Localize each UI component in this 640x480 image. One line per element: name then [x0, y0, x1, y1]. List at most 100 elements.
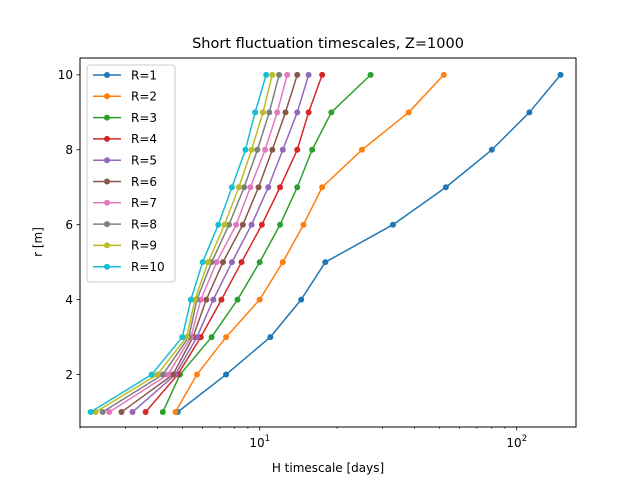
legend-entry: R=7 — [93, 196, 157, 210]
data-point — [305, 71, 312, 78]
legend-entry: R=6 — [93, 175, 157, 189]
data-point — [267, 334, 274, 341]
data-point — [228, 259, 235, 266]
x-tick-label: 102 — [506, 434, 527, 450]
series-line — [102, 74, 280, 413]
legend-entry: R=10 — [93, 260, 165, 274]
data-point — [220, 259, 227, 266]
data-point — [226, 221, 233, 228]
data-point — [255, 184, 262, 191]
legend-label: R=8 — [131, 217, 157, 231]
data-point — [208, 334, 215, 341]
y-tick-label: 4 — [65, 293, 73, 307]
data-point — [358, 146, 365, 153]
data-point — [442, 184, 449, 191]
data-point — [159, 409, 166, 416]
data-point — [440, 71, 447, 78]
series-line — [95, 74, 274, 413]
data-point — [233, 221, 240, 228]
legend-label: R=7 — [131, 196, 157, 210]
data-point — [242, 146, 249, 153]
data-point — [294, 71, 301, 78]
data-point — [248, 221, 255, 228]
data-point — [319, 71, 326, 78]
data-point — [241, 184, 248, 191]
data-point — [238, 259, 245, 266]
data-point — [284, 71, 291, 78]
data-point — [205, 259, 212, 266]
legend-marker — [104, 263, 110, 270]
data-point — [294, 184, 301, 191]
legend-marker — [104, 157, 110, 164]
data-point — [228, 184, 235, 191]
data-point — [142, 409, 149, 416]
data-point — [282, 109, 289, 116]
data-point — [221, 221, 228, 228]
data-point — [223, 334, 230, 341]
data-point — [526, 109, 533, 116]
legend-marker — [104, 178, 110, 185]
data-point — [488, 146, 495, 153]
legend-entry: R=9 — [93, 239, 157, 253]
y-tick-label: 10 — [58, 68, 73, 82]
legend-label: R=10 — [131, 260, 165, 274]
data-point — [405, 109, 412, 116]
legend-marker — [104, 114, 110, 121]
legend-entry: R=8 — [93, 217, 157, 231]
series-line — [90, 74, 267, 413]
legend-entry: R=1 — [93, 68, 157, 82]
legend-label: R=9 — [131, 239, 157, 253]
legend-label: R=5 — [131, 154, 157, 168]
data-point — [322, 259, 329, 266]
data-point — [259, 109, 266, 116]
data-point — [213, 259, 220, 266]
data-point — [269, 146, 276, 153]
series-line — [177, 74, 562, 413]
series-line — [108, 74, 288, 413]
data-point — [154, 371, 161, 378]
data-point — [252, 109, 259, 116]
series-line — [145, 74, 323, 413]
y-axis-label: r [m] — [31, 227, 45, 257]
plot-frame — [79, 57, 577, 428]
data-point — [199, 259, 206, 266]
data-point — [118, 409, 125, 416]
data-point — [279, 259, 286, 266]
data-point — [247, 184, 254, 191]
data-point — [319, 184, 326, 191]
legend-marker — [104, 221, 110, 228]
legend-label: R=6 — [131, 175, 157, 189]
data-point — [298, 296, 305, 303]
data-point — [210, 296, 217, 303]
data-point — [172, 409, 179, 416]
data-point — [235, 184, 242, 191]
y-tick-label: 8 — [65, 143, 73, 157]
series-layer — [87, 71, 564, 416]
series-line — [121, 74, 298, 413]
data-point — [294, 146, 301, 153]
data-point — [159, 371, 166, 378]
y-tick-label: 6 — [65, 218, 73, 232]
data-point — [277, 184, 284, 191]
data-point — [106, 409, 113, 416]
data-point — [187, 296, 194, 303]
data-point — [239, 221, 246, 228]
legend-label: R=3 — [131, 111, 157, 125]
data-point — [263, 71, 270, 78]
data-point — [129, 409, 136, 416]
data-point — [266, 109, 273, 116]
data-point — [215, 221, 222, 228]
data-point — [279, 146, 286, 153]
legend-label: R=1 — [131, 68, 157, 82]
data-point — [218, 296, 225, 303]
chart-title: Short fluctuation timescales, Z=1000 — [192, 36, 464, 52]
y-axis: 2 4 6 8 10 — [58, 68, 80, 382]
data-point — [179, 334, 186, 341]
legend: R=1 R=2 R=3 R=4 R=5 R=6 R=7 R=8 R=9 R=10 — [86, 64, 176, 283]
legend-marker — [104, 72, 110, 78]
data-point — [367, 71, 374, 78]
series-r-7 — [106, 71, 291, 416]
legend-entry: R=5 — [93, 154, 157, 168]
data-point — [274, 109, 281, 116]
data-point — [99, 409, 106, 416]
